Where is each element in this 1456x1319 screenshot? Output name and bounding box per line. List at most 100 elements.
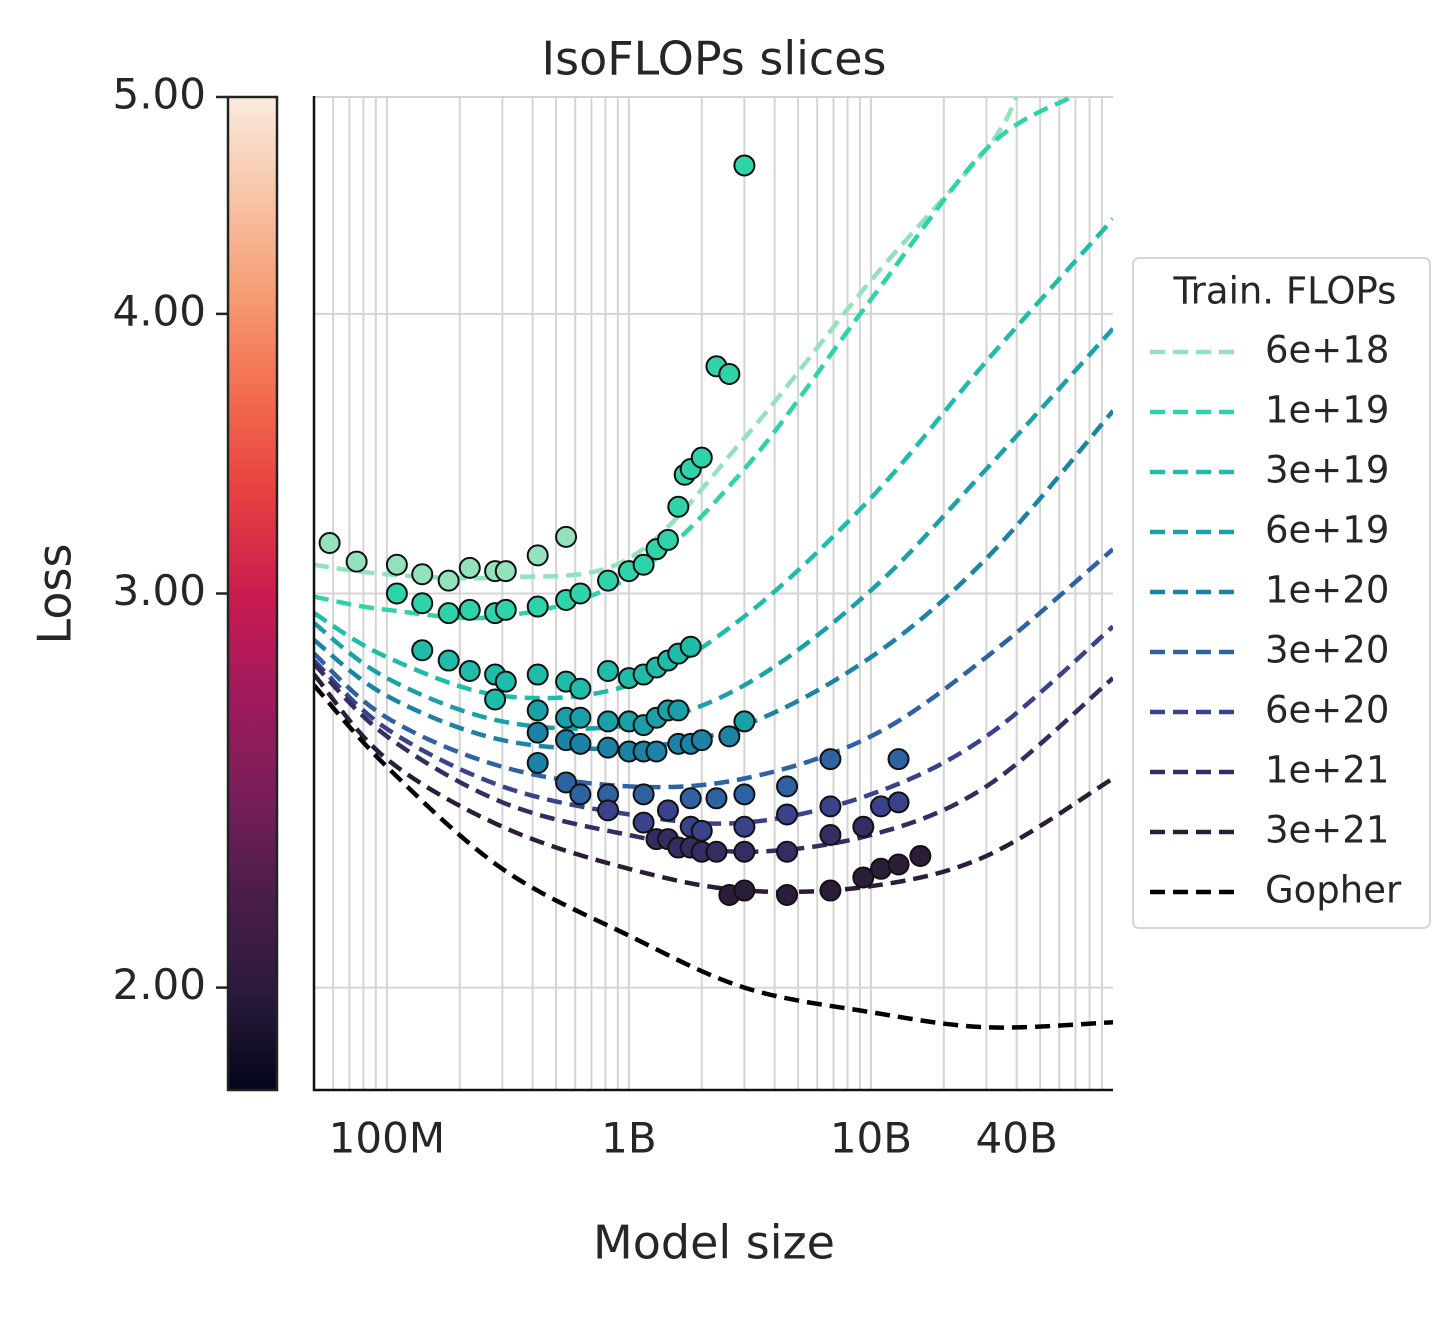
data-point <box>569 732 592 755</box>
data-point <box>656 799 679 822</box>
data-point <box>597 710 620 733</box>
y-tick-label: 5.00 <box>112 70 206 119</box>
data-point <box>819 748 842 771</box>
data-point <box>632 783 655 806</box>
data-point <box>555 525 578 548</box>
data-point <box>733 840 756 863</box>
fit-curve <box>314 547 1113 790</box>
data-point <box>705 787 728 810</box>
data-point <box>690 729 713 752</box>
legend-label: 3e+19 <box>1265 449 1389 492</box>
data-point <box>569 706 592 729</box>
data-point <box>437 649 460 672</box>
data-point <box>526 721 549 744</box>
data-point <box>667 699 690 722</box>
data-point <box>776 883 799 906</box>
fit-curve <box>314 673 1113 895</box>
x-axis-label: Model size <box>593 1216 835 1270</box>
data-point <box>385 582 408 605</box>
y-tick-label: 3.00 <box>112 566 206 615</box>
legend-label: 6e+18 <box>1265 329 1389 372</box>
data-point <box>733 710 756 733</box>
data-point <box>458 660 481 683</box>
data-point <box>494 670 517 693</box>
ticks: 100M 1B 10B 40B 5.00 4.00 3.00 2.00 <box>112 70 1057 1163</box>
data-point <box>526 544 549 567</box>
data-point <box>690 446 713 469</box>
data-point <box>458 556 481 579</box>
legend-label: 1e+21 <box>1265 749 1389 792</box>
data-point <box>733 154 756 177</box>
y-tick-label: 2.00 <box>112 960 206 1009</box>
data-point <box>437 602 460 625</box>
data-point <box>909 844 932 867</box>
data-point <box>597 799 620 822</box>
data-point <box>569 582 592 605</box>
data-point <box>667 495 690 518</box>
fit-curve <box>314 409 1113 751</box>
x-tick-label: 40B <box>976 1114 1058 1163</box>
data-point <box>679 787 702 810</box>
data-point <box>555 771 578 794</box>
data-point <box>569 783 592 806</box>
data-point <box>679 635 702 658</box>
chart-title: IsoFLOPs slices <box>542 32 887 86</box>
data-point <box>526 595 549 618</box>
data-point <box>705 840 728 863</box>
points <box>318 154 932 906</box>
fit-curve <box>314 327 1113 731</box>
fit-curve <box>314 662 1113 855</box>
data-point <box>887 791 910 814</box>
x-tick-label: 1B <box>601 1114 657 1163</box>
data-point <box>597 660 620 683</box>
data-point <box>484 688 507 711</box>
data-point <box>718 363 741 386</box>
data-point <box>852 815 875 838</box>
legend-label: Gopher <box>1265 869 1402 912</box>
data-point <box>494 560 517 583</box>
data-point <box>411 639 434 662</box>
legend-label: 3e+21 <box>1265 809 1389 852</box>
x-tick-label: 100M <box>329 1114 445 1163</box>
legend-label: 3e+20 <box>1265 629 1389 672</box>
data-point <box>819 795 842 818</box>
fit-curve <box>314 97 1073 621</box>
data-point <box>569 677 592 700</box>
data-point <box>733 783 756 806</box>
data-point <box>411 563 434 586</box>
data-point <box>385 553 408 576</box>
data-point <box>776 840 799 863</box>
data-point <box>718 725 741 748</box>
data-point <box>776 775 799 798</box>
legend-title: Train. FLOPs <box>1173 270 1397 313</box>
data-point <box>526 699 549 722</box>
data-point <box>819 879 842 902</box>
data-point <box>597 569 620 592</box>
colorbar <box>226 95 279 1092</box>
legend-label: 6e+19 <box>1265 509 1389 552</box>
data-point <box>526 663 549 686</box>
data-point <box>733 815 756 838</box>
data-point <box>437 569 460 592</box>
data-point <box>458 598 481 621</box>
fit-curve <box>314 683 1113 1030</box>
y-axis-label: Loss <box>28 544 82 645</box>
data-point <box>632 811 655 834</box>
data-point <box>318 531 341 554</box>
data-point <box>526 751 549 774</box>
data-point <box>645 740 668 763</box>
legend-label: 1e+20 <box>1265 569 1389 612</box>
fit-curve <box>314 217 1113 701</box>
x-tick-label: 10B <box>830 1114 912 1163</box>
data-point <box>411 592 434 615</box>
data-point <box>597 736 620 759</box>
data-point <box>819 823 842 846</box>
data-point <box>345 550 368 573</box>
data-point <box>733 879 756 902</box>
data-point <box>632 553 655 576</box>
data-point <box>494 598 517 621</box>
data-point <box>887 853 910 876</box>
data-point <box>776 803 799 826</box>
y-tick-label: 4.00 <box>112 286 206 335</box>
